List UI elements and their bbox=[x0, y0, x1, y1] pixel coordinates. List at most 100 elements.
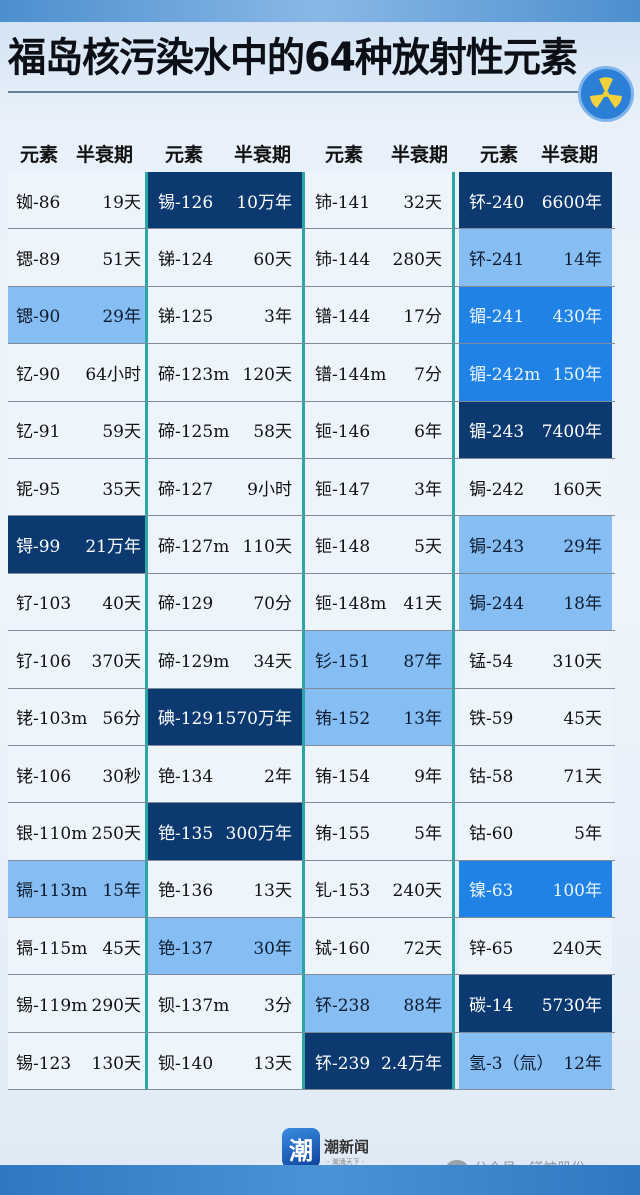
isotope-name: 锝-99 bbox=[16, 537, 61, 558]
header-halflife: 半衰期 bbox=[76, 143, 134, 166]
isotope-cell: 钌-103 40天 bbox=[8, 573, 145, 631]
isotope-name: 钴-60 bbox=[469, 823, 514, 844]
isotope-cell: 铕-155 5年 bbox=[305, 803, 455, 860]
table-row: 锶-90 29年 锑-125 3年 镨-144 17分 镅-241 430年 bbox=[8, 286, 615, 345]
isotope-name: 碳-14 bbox=[469, 996, 514, 1017]
isotope-name: 铌-95 bbox=[16, 479, 61, 500]
table-row: 铷-86 19天 锡-126 10万年 铈-141 32天 钚-240 6600年 bbox=[8, 172, 615, 230]
isotope-cell: 钆-153 240天 bbox=[305, 860, 455, 918]
isotope-name: 钚-240 bbox=[469, 192, 525, 213]
isotope-name: 锌-65 bbox=[469, 938, 514, 959]
half-life: 290天 bbox=[91, 996, 141, 1017]
top-banner bbox=[0, 0, 640, 22]
half-life: 21万年 bbox=[85, 537, 141, 558]
half-life: 240天 bbox=[392, 881, 442, 902]
isotope-name: 镉-113m bbox=[16, 881, 88, 902]
table-row: 钌-103 40天 碲-129 70分 钷-148m 41天 锔-244 18年 bbox=[8, 573, 615, 632]
isotope-name: 钚-241 bbox=[469, 250, 525, 271]
isotope-name: 铕-155 bbox=[315, 823, 371, 844]
half-life: 30秒 bbox=[102, 766, 141, 787]
isotope-cell: 锡-119m 290天 bbox=[8, 975, 145, 1032]
isotope-cell: 铈-141 32天 bbox=[305, 172, 455, 229]
isotope-cell: 锡-126 10万年 bbox=[145, 172, 305, 229]
isotope-cell: 钷-148 5天 bbox=[305, 516, 455, 573]
half-life: 51天 bbox=[102, 250, 141, 271]
half-life: 32天 bbox=[403, 192, 442, 213]
isotope-cell: 镅-241 430年 bbox=[459, 286, 612, 344]
half-life: 13天 bbox=[253, 881, 292, 902]
isotope-name: 锔-242 bbox=[469, 479, 525, 500]
isotope-cell: 镅-243 7400年 bbox=[459, 401, 612, 458]
half-life: 1570万年 bbox=[214, 709, 292, 730]
isotope-name: 锶-90 bbox=[16, 307, 61, 328]
half-life: 120天 bbox=[242, 364, 292, 385]
brand-name: 潮新闻 bbox=[324, 1138, 370, 1156]
isotope-name: 铯-135 bbox=[158, 823, 214, 844]
half-life: 70分 bbox=[253, 594, 292, 615]
bottom-banner bbox=[0, 1165, 640, 1195]
isotope-name: 钇-91 bbox=[16, 422, 61, 443]
isotope-cell: 银-110m 250天 bbox=[8, 803, 145, 860]
isotope-cell: 铌-95 35天 bbox=[8, 458, 145, 516]
brand-slogan: - 潮涌天下 - bbox=[327, 1158, 365, 1166]
table-row: 银-110m 250天 铯-135 300万年 铕-155 5年 钴-60 5年 bbox=[8, 803, 615, 861]
half-life: 40天 bbox=[102, 594, 141, 615]
isotope-name: 铑-106 bbox=[16, 766, 72, 787]
half-life: 5730年 bbox=[541, 996, 602, 1017]
half-life: 3年 bbox=[414, 479, 442, 500]
isotope-name: 钴-58 bbox=[469, 766, 514, 787]
isotope-cell: 铯-137 30年 bbox=[145, 918, 305, 975]
isotope-cell: 铷-86 19天 bbox=[8, 172, 145, 229]
table-row: 钇-91 59天 碲-125m 58天 钷-146 6年 镅-243 7400年 bbox=[8, 401, 615, 459]
isotope-cell: 铯-136 13天 bbox=[145, 860, 305, 918]
isotope-cell: 碲-129 70分 bbox=[145, 573, 305, 631]
isotope-name: 锑-124 bbox=[158, 250, 214, 271]
isotope-cell: 铯-135 300万年 bbox=[145, 803, 305, 860]
half-life: 35天 bbox=[102, 479, 141, 500]
isotope-name: 镅-242m bbox=[469, 364, 541, 385]
table-row: 镉-113m 15年 铯-136 13天 钆-153 240天 镍-63 100年 bbox=[8, 860, 615, 919]
isotope-cell: 锰-54 310天 bbox=[459, 631, 612, 688]
isotope-cell: 锑-125 3年 bbox=[145, 286, 305, 344]
isotope-cell: 钡-137m 3分 bbox=[145, 975, 305, 1032]
header-element: 元素 bbox=[325, 143, 364, 166]
half-life: 12年 bbox=[563, 1053, 602, 1074]
isotope-cell: 锶-89 51天 bbox=[8, 229, 145, 286]
half-life: 88年 bbox=[403, 996, 442, 1017]
isotope-cell: 锑-124 60天 bbox=[145, 229, 305, 286]
isotope-cell: 镉-115m 45天 bbox=[8, 918, 145, 975]
isotope-cell: 铯-134 2年 bbox=[145, 745, 305, 803]
isotope-cell: 碘-129 1570万年 bbox=[145, 688, 305, 745]
isotope-name: 镍-63 bbox=[469, 881, 514, 902]
half-life: 5年 bbox=[414, 823, 442, 844]
isotope-cell: 钇-90 64小时 bbox=[8, 344, 145, 401]
isotope-cell: 锌-65 240天 bbox=[459, 918, 612, 975]
isotope-name: 碘-129 bbox=[158, 709, 214, 730]
half-life: 130天 bbox=[91, 1053, 141, 1074]
isotope-name: 碲-127m bbox=[158, 537, 230, 558]
isotope-cell: 钐-151 87年 bbox=[305, 631, 455, 688]
isotope-name: 钷-148 bbox=[315, 537, 371, 558]
isotope-cell: 钚-241 14年 bbox=[459, 229, 612, 286]
half-life: 2年 bbox=[264, 766, 292, 787]
half-life: 280天 bbox=[392, 250, 442, 271]
isotope-cell: 钴-58 71天 bbox=[459, 745, 612, 803]
isotope-name: 镨-144m bbox=[315, 364, 387, 385]
isotope-name: 铈-144 bbox=[315, 250, 371, 271]
half-life: 60天 bbox=[253, 250, 292, 271]
half-life: 72天 bbox=[403, 938, 442, 959]
isotope-cell: 钚-240 6600年 bbox=[459, 172, 612, 229]
table-row: 锡-123 130天 钡-140 13天 钚-239 2.4万年 氢-3（氚） 12年 bbox=[8, 1032, 615, 1091]
half-life: 240天 bbox=[552, 938, 602, 959]
isotope-cell: 铕-154 9年 bbox=[305, 745, 455, 803]
half-life: 30年 bbox=[253, 938, 292, 959]
isotope-cell: 锡-123 130天 bbox=[8, 1032, 145, 1090]
half-life: 7400年 bbox=[541, 422, 602, 443]
isotope-name: 锡-119m bbox=[16, 996, 88, 1017]
isotope-cell: 钌-106 370天 bbox=[8, 631, 145, 688]
isotope-cell: 铁-59 45天 bbox=[459, 688, 612, 745]
half-life: 45天 bbox=[563, 709, 602, 730]
header-element: 元素 bbox=[20, 143, 59, 166]
half-life: 29年 bbox=[563, 537, 602, 558]
isotope-name: 钚-239 bbox=[315, 1053, 371, 1074]
